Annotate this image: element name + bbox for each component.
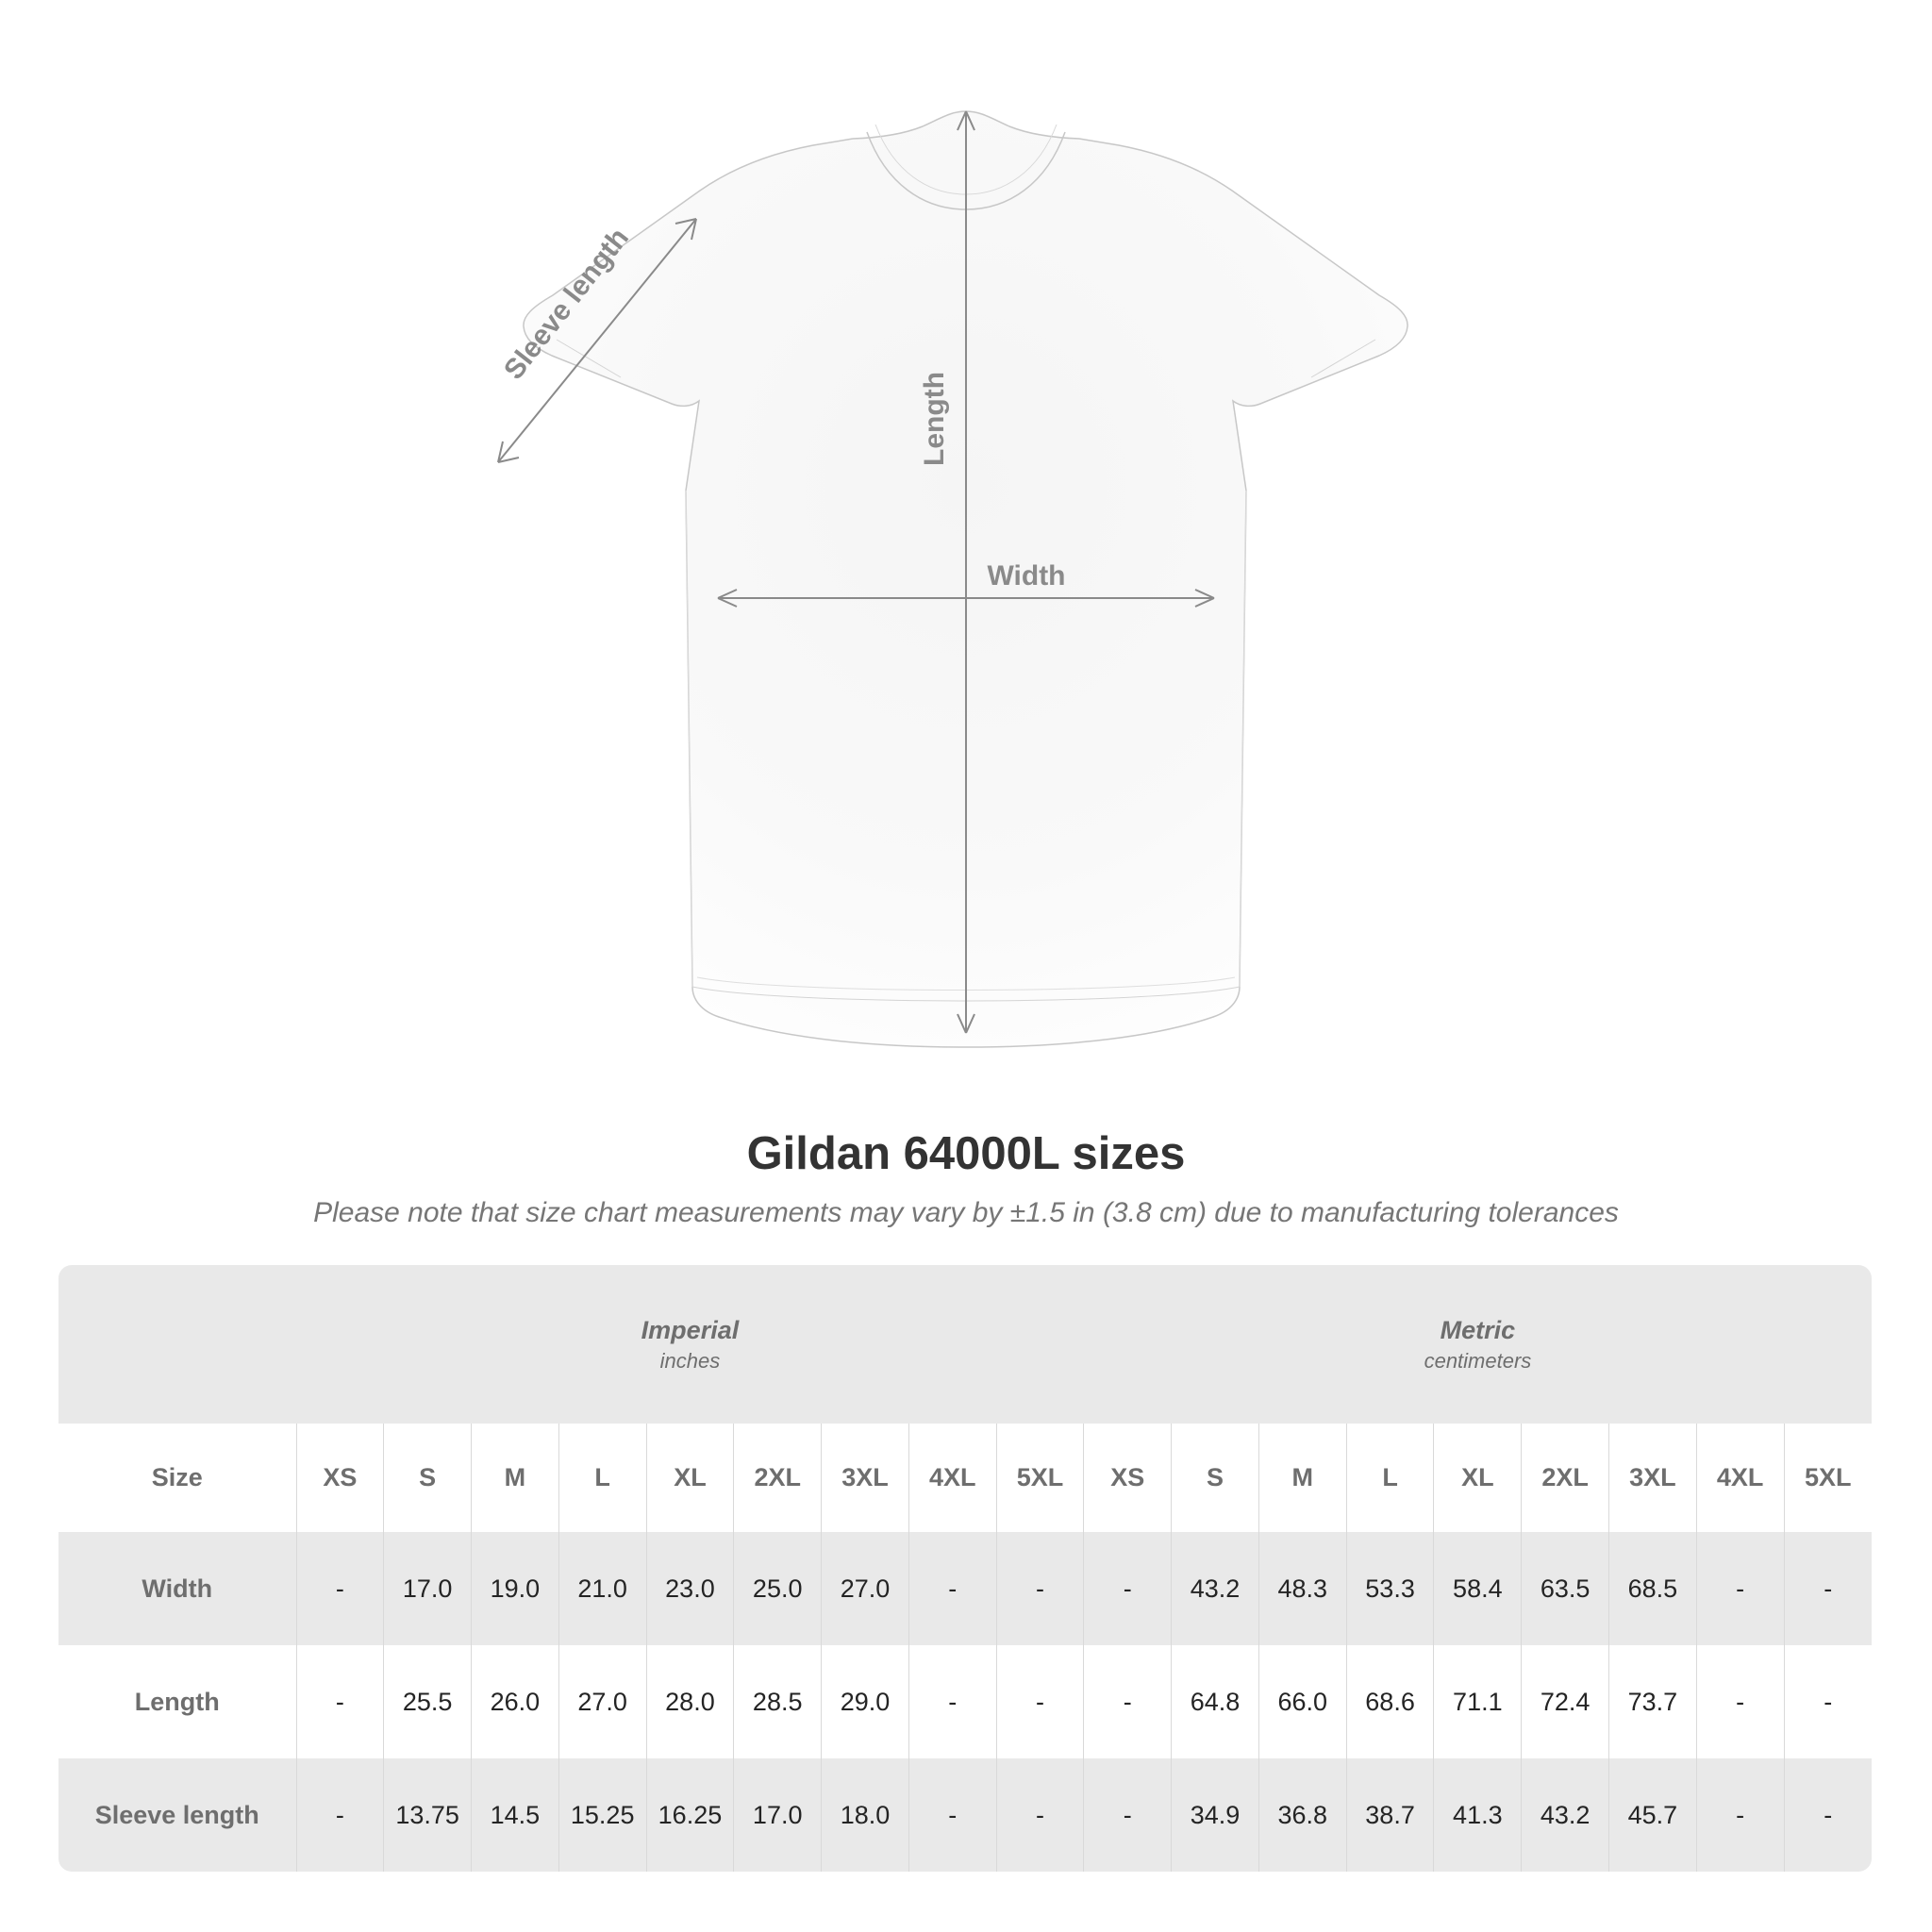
svg-text:Length: Length	[919, 372, 950, 466]
svg-text:Width: Width	[987, 560, 1065, 591]
